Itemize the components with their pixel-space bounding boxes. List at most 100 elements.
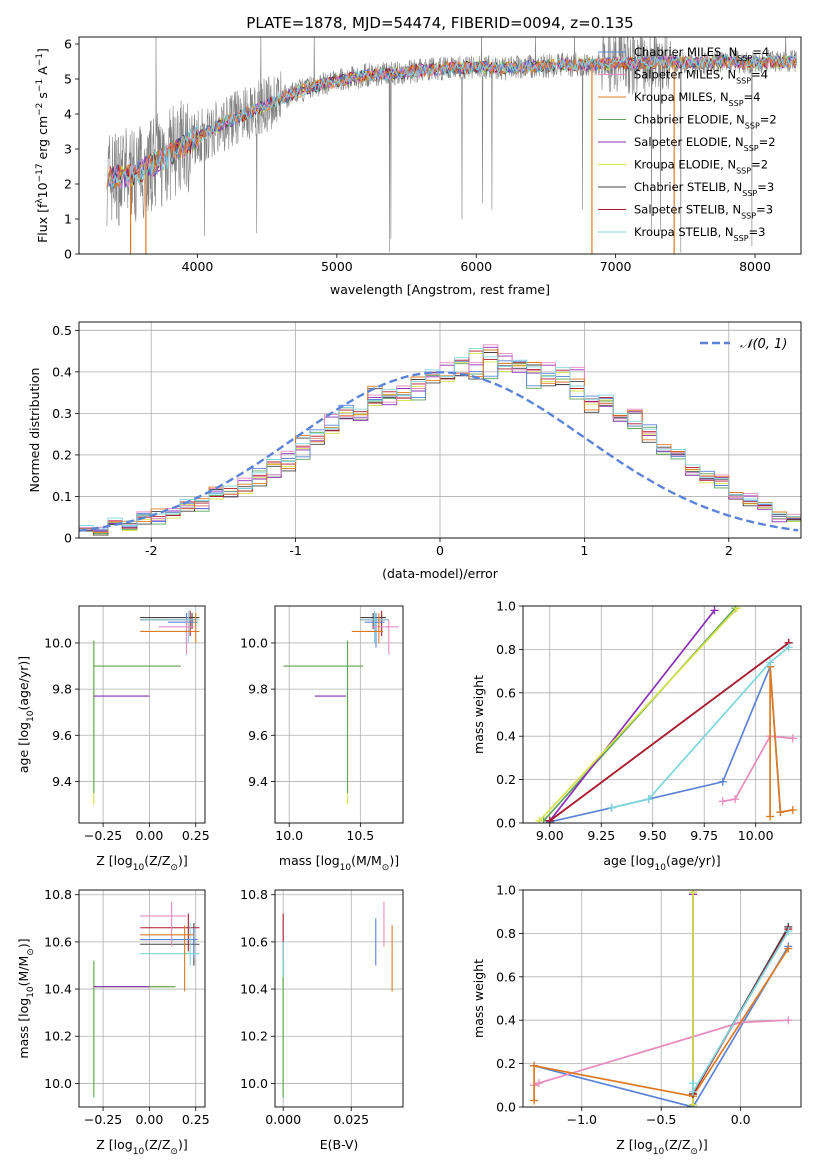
y-axis-label: mass weight [471,675,486,754]
spectrum-lines [106,37,798,254]
legend-label-text: Salpeter ELODIE, N [634,135,744,149]
y-tick-label: 10.2 [44,1029,72,1044]
x-axis-label: (data-model)/error [382,566,499,581]
legend-label-text: Kroupa MILES, N [634,90,729,104]
histogram-series [79,350,801,532]
y-tick-label: 0.4 [52,364,72,379]
x-tick-label: 4000 [182,259,214,274]
x-tick-label: -2 [145,543,157,558]
y-tick-label: 1 [64,212,72,227]
y-tick-label: 5 [64,72,72,87]
weight-lines [535,606,797,823]
y-tick-label: 0.6 [496,685,516,700]
x-tick-label: -1 [289,543,301,558]
panel-age-vs-Z: −0.25 0.00 0.25 9.4 9.6 9.8 10.0 Z [log10(Z/Z⊙)… [16,605,210,873]
legend-entry-label: Salpeter ELODIE, NSSP=2 [634,135,776,153]
y-tick-label: 0.6 [496,969,516,984]
y-axis-label: Normed distribution [27,368,42,493]
x-tick-label: −1.0 [567,1112,597,1127]
x-axis-label: Z [log10(Z/Z⊙)] [96,853,187,873]
x-tick-label: 2 [725,543,733,558]
weight-series-line [533,1019,789,1087]
y-axis-label: age [log10(age/yr)] [16,656,36,773]
axes-frame [274,889,404,1108]
x-tick-label: 0.000 [265,1112,301,1127]
x-tick-label: −0.5 [646,1112,676,1127]
y-tick-label: 0.0 [496,1100,516,1115]
axes-frame [78,889,206,1108]
axes-frame [78,36,802,255]
y-tick-label: 0.4 [496,1013,516,1028]
weight-series-line [769,666,793,817]
histograms [79,344,801,536]
weight-series-line [611,646,790,809]
x-tick-label: 9.00 [536,828,564,843]
x-axis-label: Z [log10(Z/Z⊙)] [616,1137,707,1157]
panel-mass-vs-Z: −0.25 0.00 0.25 10.0 10.2 10.4 10.6 10.8 Z [log1… [16,887,210,1157]
x-tick-label: 8000 [739,259,771,274]
weight-series-line [549,642,790,822]
x-tick-label: 1 [580,543,588,558]
y-tick-label: 0.0 [496,816,516,831]
y-tick-label: 10.4 [240,982,268,997]
y-tick-label: 0.4 [496,729,516,744]
y-tick-label: 1.0 [496,883,516,898]
errorbars [283,610,399,805]
figure-title: PLATE=1878, MJD=54474, FIBERID=0094, z=0… [246,14,633,32]
y-tick-label: 10.4 [44,982,72,997]
legend-label-text: Kroupa ELODIE, N [634,158,736,172]
legend: Chabrier MILES, NSSP=4 Salpeter MILES, N S… [598,45,777,243]
panel-mass-vs-EBV: 0.000 0.025 10.0 10.2 10.4 10.6 10.8 E(B-V) [240,887,404,1152]
errorbars [93,901,200,1098]
model-spectrum-line [106,54,796,190]
y-tick-label: 0 [64,531,72,546]
y-tick-label: 10.0 [44,635,72,650]
y-tick-label: 10.8 [240,887,268,902]
x-tick-label: 9.25 [587,828,615,843]
errorbars [282,901,393,1098]
histogram-series [79,352,801,536]
panel-age-vs-mass: 10.0 10.5 9.4 9.6 9.8 10.0 mass [log10(M/M⊙)] [240,605,404,873]
y-tick-label: 0.3 [52,406,72,421]
x-tick-label: 0.25 [182,828,210,843]
y-tick-label: 0.8 [496,926,516,941]
y-tick-label: 9.4 [52,774,72,789]
x-tick-label: 5000 [321,259,353,274]
weight-series-line [549,609,716,822]
y-tick-label: 10.6 [44,934,72,949]
model-spectrum-line [106,55,797,190]
y-tick-label: 0.1 [52,489,72,504]
panel-spectrum: 4000 5000 6000 7000 8000 0 1 2 3 4 5 6 wavelength [A… [35,36,802,297]
y-tick-label: 0.8 [496,642,516,657]
y-tick-label: 2 [64,177,72,192]
y-tick-label: 9.6 [248,728,268,743]
y-tick-label: 9.8 [52,682,72,697]
y-tick-label: 0 [64,247,72,262]
x-tick-label: 9.75 [690,828,718,843]
normal-curve [79,371,799,532]
legend-label-text: Salpeter STELIB, N [634,203,741,217]
x-tick-label: 0.0 [731,1112,751,1127]
y-tick-label: 9.8 [248,682,268,697]
y-tick-label: 10.0 [240,1076,268,1091]
weight-series-line [533,945,790,1107]
x-tick-label: 6000 [460,259,492,274]
weight-series-line [538,607,738,822]
x-tick-label: 0.00 [135,1112,163,1127]
y-axis-label: mass weight [471,959,486,1038]
legend-label-text: Chabrier STELIB, N [634,180,742,194]
legend-label-text: Salpeter MILES, N [634,68,736,82]
y-tick-label: 10.0 [240,635,268,650]
y-tick-label: 10.0 [44,1076,72,1091]
x-tick-label: 10.0 [275,828,303,843]
y-tick-label: 0.2 [496,1056,516,1071]
legend-entry-label: Chabrier ELODIE, NSSP=2 [634,113,777,131]
errorbars [93,610,200,805]
y-tick-label: 9.6 [52,728,72,743]
x-axis-label: E(B-V) [320,1137,359,1152]
legend-entry-label: Kroupa STELIB, NSSP=3 [634,225,765,243]
panel-weight-vs-Z: −1.0 −0.5 0.0 0.0 0.2 0.4 0.6 0.8 1.0 Z [log10(Z/… [471,883,802,1157]
legend-entry-label: Chabrier MILES, NSSP=4 [634,45,769,63]
